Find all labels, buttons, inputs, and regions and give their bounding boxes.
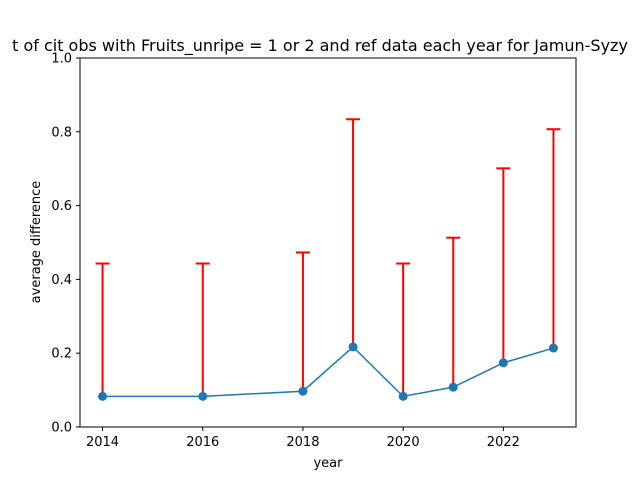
error-bar bbox=[295, 251, 310, 392]
x-tick-label: 2014 bbox=[86, 435, 119, 450]
series-line bbox=[102, 345, 554, 398]
data-point bbox=[348, 342, 358, 352]
data-point bbox=[548, 343, 558, 353]
y-tick-label: 0.4 bbox=[51, 273, 72, 288]
error-bar bbox=[346, 118, 361, 347]
error-bar bbox=[546, 128, 561, 349]
data-points bbox=[98, 342, 558, 401]
error-bar bbox=[496, 167, 511, 363]
data-point bbox=[398, 391, 408, 401]
y-tick-label: 1.0 bbox=[51, 52, 72, 67]
error-bar bbox=[95, 262, 110, 397]
data-point bbox=[498, 358, 508, 368]
y-axis-label: average difference bbox=[29, 181, 44, 304]
x-tick-label: 2018 bbox=[286, 435, 319, 450]
series-line-group bbox=[102, 345, 554, 398]
y-tick-label: 0.2 bbox=[51, 347, 72, 362]
chart-title: t of cit obs with Fruits_unripe = 1 or 2… bbox=[12, 36, 628, 56]
plot-area-frame bbox=[79, 57, 577, 428]
x-tick-label: 2016 bbox=[186, 435, 219, 450]
x-axis-label: year bbox=[313, 456, 343, 471]
data-point bbox=[298, 386, 308, 396]
x-tick-label: 2022 bbox=[487, 435, 520, 450]
data-point bbox=[448, 382, 458, 392]
error-bar bbox=[396, 262, 411, 397]
y-tick-label: 0.6 bbox=[51, 199, 72, 214]
y-axis-ticks: 0.0 0.2 0.4 0.6 0.8 1.0 bbox=[51, 52, 80, 436]
error-bars bbox=[95, 118, 561, 397]
y-tick-label: 0.0 bbox=[51, 421, 72, 436]
error-bar bbox=[446, 236, 461, 388]
data-point bbox=[198, 391, 208, 401]
y-tick-label: 0.8 bbox=[51, 125, 72, 140]
x-axis-ticks: 2014 2016 2018 2020 2022 bbox=[86, 427, 520, 450]
x-tick-label: 2020 bbox=[387, 435, 420, 450]
error-bar bbox=[195, 262, 210, 397]
data-point bbox=[98, 391, 108, 401]
